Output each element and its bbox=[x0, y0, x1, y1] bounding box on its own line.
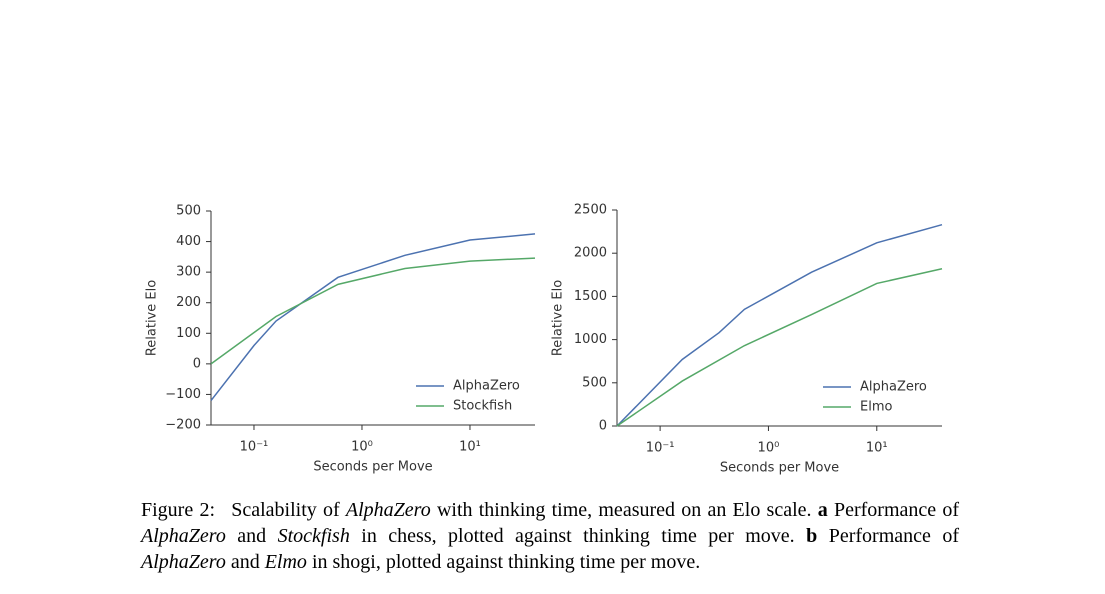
caption-label: Figure 2: bbox=[141, 499, 215, 521]
caption-text: AlphaZero bbox=[141, 551, 226, 573]
caption-text: Performance of bbox=[817, 525, 959, 547]
legend-label: Stockfish bbox=[453, 399, 512, 414]
caption-text: Elmo bbox=[264, 551, 307, 573]
caption-text: AlphaZero bbox=[345, 499, 431, 521]
caption-text: b bbox=[806, 525, 818, 547]
caption-text: AlphaZero bbox=[141, 525, 226, 547]
legend-label: AlphaZero bbox=[453, 379, 520, 394]
x-tick-label: 10¹ bbox=[866, 441, 888, 456]
caption-text: in chess, plotted against thinking time … bbox=[349, 525, 807, 547]
y-tick-label: 300 bbox=[176, 265, 201, 280]
caption-text: in shogi, plotted against thinking time … bbox=[306, 551, 701, 573]
y-tick-label: −200 bbox=[165, 418, 201, 433]
y-axis-label: Relative Elo bbox=[551, 280, 566, 356]
y-tick-label: 0 bbox=[193, 356, 201, 371]
y-tick-label: 200 bbox=[176, 295, 201, 310]
caption-text: with thinking time, measured on an Elo s… bbox=[430, 499, 818, 521]
series-line bbox=[616, 268, 943, 427]
y-tick-label: 100 bbox=[176, 326, 201, 341]
caption-text: a bbox=[817, 499, 828, 521]
y-axis-label: Relative Elo bbox=[145, 280, 160, 356]
y-tick-label: 0 bbox=[599, 419, 607, 434]
legend-label: Elmo bbox=[860, 400, 892, 415]
x-tick-label: 10¹ bbox=[459, 440, 481, 455]
x-tick-label: 10⁻¹ bbox=[646, 441, 675, 456]
series-line bbox=[616, 223, 943, 427]
y-tick-label: −100 bbox=[165, 387, 201, 402]
y-tick-label: 1000 bbox=[574, 332, 607, 347]
legend-label: AlphaZero bbox=[860, 380, 927, 395]
x-axis-label: Seconds per Move bbox=[720, 461, 839, 476]
caption-text: Scalability of bbox=[231, 499, 346, 521]
series-line bbox=[210, 233, 536, 402]
series-line bbox=[210, 257, 536, 365]
y-tick-label: 2500 bbox=[574, 203, 607, 218]
y-tick-label: 400 bbox=[176, 234, 201, 249]
caption-text: Performance of bbox=[827, 499, 960, 521]
caption-text: and bbox=[225, 525, 278, 547]
y-tick-label: 500 bbox=[176, 204, 201, 219]
caption-text: Stockfish bbox=[277, 525, 350, 547]
x-axis-label: Seconds per Move bbox=[313, 460, 432, 475]
y-tick-label: 1500 bbox=[574, 289, 607, 304]
x-tick-label: 10⁻¹ bbox=[240, 440, 269, 455]
x-tick-label: 10⁰ bbox=[758, 441, 780, 456]
caption: Figure 2: Scalability of AlphaZero with … bbox=[141, 497, 959, 575]
y-tick-label: 500 bbox=[582, 375, 607, 390]
y-tick-label: 2000 bbox=[574, 246, 607, 261]
caption-text: and bbox=[225, 551, 265, 573]
x-tick-label: 10⁰ bbox=[351, 440, 373, 455]
